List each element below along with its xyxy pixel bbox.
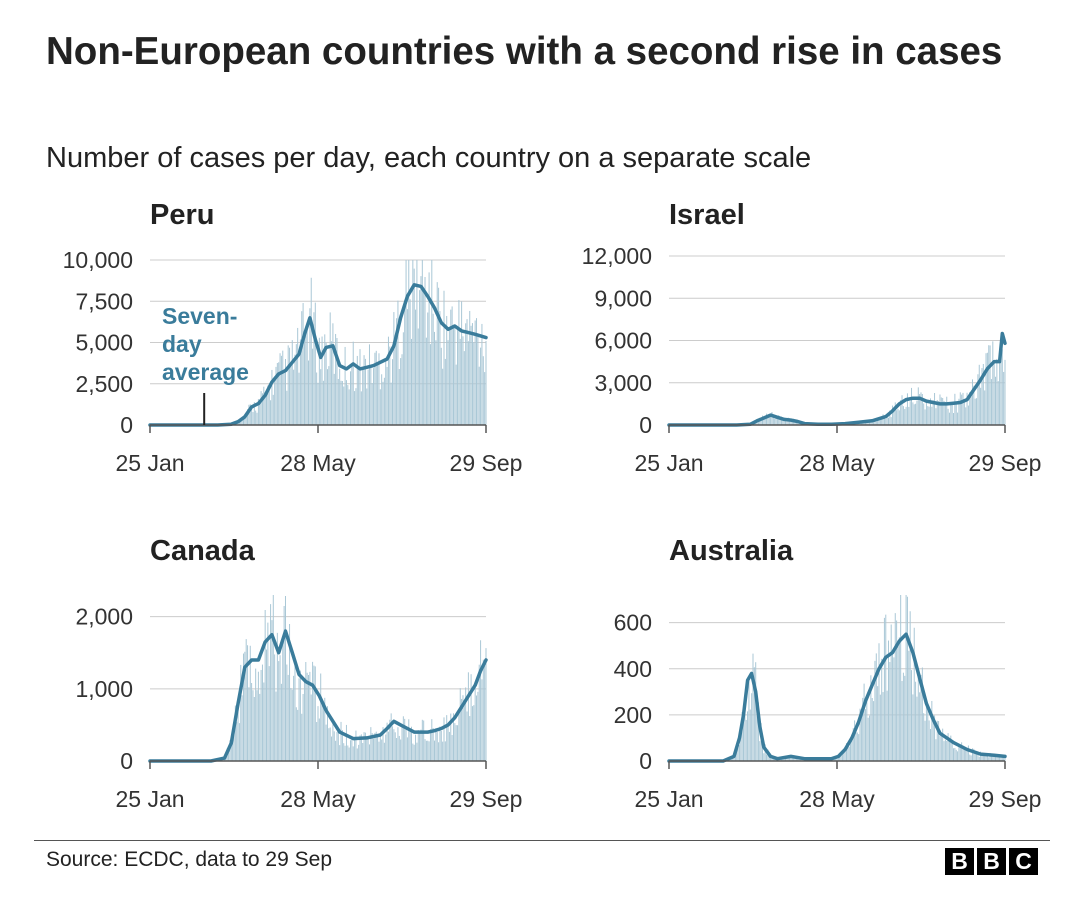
source-note: Source: ECDC, data to 29 Sep: [46, 848, 332, 871]
annotation-text: Seven-: [162, 303, 237, 329]
y-tick-label: 9,000: [594, 285, 652, 311]
x-tick-label: 29 Sep: [969, 450, 1042, 476]
bbc-logo-letter: B: [977, 848, 1006, 875]
y-tick-label: 2,500: [75, 371, 133, 397]
seven-day-average-line: [667, 331, 1007, 427]
x-tick-label: 28 May: [280, 450, 356, 476]
x-tick-label: 29 Sep: [450, 786, 523, 812]
seven-day-average-line: [148, 629, 488, 763]
annotation-text: average: [162, 359, 249, 385]
x-tick-label: 29 Sep: [969, 786, 1042, 812]
chart-panel-peru: Peru 0 2,500 5,000 7,500 10,000 25 Jan 28 May 29…: [63, 199, 523, 476]
chart-panel-australia: Australia 0 200 400 600 25 Jan 28 May 29 Sep: [614, 535, 1042, 812]
x-tick-label: 28 May: [799, 450, 875, 476]
y-tick-label: 0: [639, 412, 652, 438]
y-tick-label: 1,000: [75, 676, 133, 702]
small-multiples-charts: Peru 0 2,500 5,000 7,500 10,000 25 Jan 28 May 29…: [63, 199, 1042, 812]
x-tick-label: 28 May: [799, 786, 875, 812]
y-tick-label: 5,000: [75, 330, 133, 356]
y-tick-label: 400: [614, 656, 652, 682]
y-tick-label: 0: [120, 748, 133, 774]
bbc-logo-letter: C: [1009, 848, 1038, 875]
chart-panel-israel: Israel 0 3,000 6,000 9,000 12,000 25 Jan 28 May…: [582, 199, 1042, 476]
x-tick-label: 25 Jan: [115, 450, 184, 476]
panel-title: Peru: [150, 199, 214, 231]
x-tick-label: 28 May: [280, 786, 356, 812]
daily-cases-bars: [724, 595, 1006, 761]
x-tick-label: 25 Jan: [634, 450, 703, 476]
y-tick-label: 3,000: [594, 370, 652, 396]
footer-divider: [34, 840, 1050, 841]
y-tick-label: 200: [614, 702, 652, 728]
panel-title: Australia: [669, 535, 794, 567]
y-tick-label: 7,500: [75, 288, 133, 314]
chart-subtitle: Number of cases per day, each country on…: [46, 142, 812, 174]
annotation-text: day: [162, 331, 202, 357]
x-tick-label: 29 Sep: [450, 450, 523, 476]
seven-day-average-line: [148, 283, 488, 427]
y-tick-label: 0: [120, 412, 133, 438]
panel-title: Canada: [150, 535, 256, 567]
panel-title: Israel: [669, 199, 745, 231]
y-tick-label: 12,000: [582, 243, 652, 269]
x-tick-label: 25 Jan: [634, 786, 703, 812]
bbc-logo-letter: B: [945, 848, 974, 875]
y-tick-label: 0: [639, 748, 652, 774]
y-tick-label: 600: [614, 610, 652, 636]
chart-title: Non-European countries with a second ris…: [46, 30, 1003, 73]
y-tick-label: 2,000: [75, 604, 133, 630]
seven-day-average-line: [667, 632, 1007, 763]
y-tick-label: 10,000: [63, 247, 133, 273]
daily-cases-bars: [218, 260, 487, 425]
y-tick-label: 6,000: [594, 328, 652, 354]
chart-panel-canada: Canada 0 1,000 2,000 25 Jan 28 May 29 Sep: [75, 535, 522, 812]
x-tick-label: 25 Jan: [115, 786, 184, 812]
bbc-logo: B B C: [945, 848, 1038, 875]
